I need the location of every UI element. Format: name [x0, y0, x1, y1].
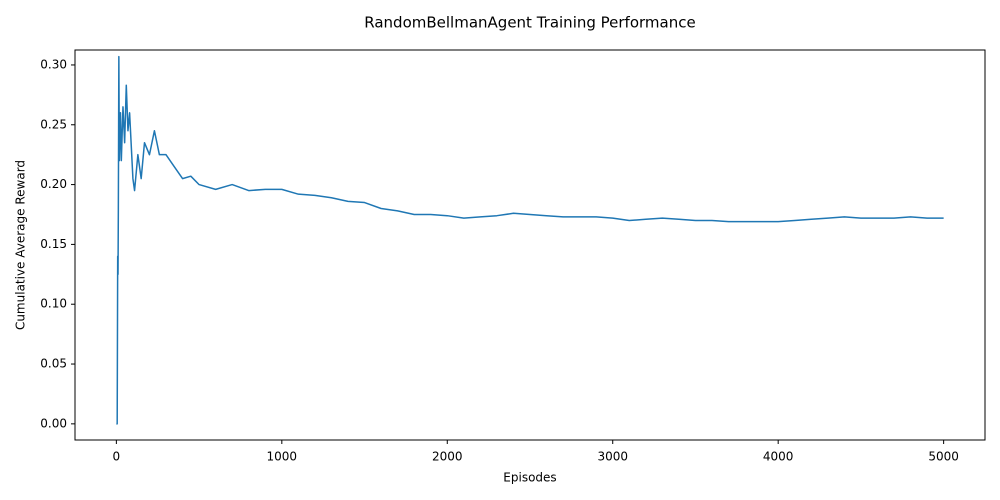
x-tick-label: 3000	[597, 450, 628, 464]
line	[116, 55, 944, 425]
x-tick-label: 5000	[928, 450, 959, 464]
plot-frame	[74, 49, 986, 441]
y-tick-label: 0.00	[40, 416, 67, 430]
y-tick-label: 0.30	[40, 57, 67, 71]
y-axis-label: Cumulative Average Reward	[14, 160, 28, 330]
x-tick-label: 0	[113, 450, 121, 464]
y-tick-label: 0.15	[40, 237, 67, 251]
y-tick-label: 0.25	[40, 117, 67, 131]
chart-title: RandomBellmanAgent Training Performance	[364, 14, 695, 32]
y-tick-label: 0.20	[40, 177, 67, 191]
x-tick-label: 1000	[267, 450, 298, 464]
x-tick-label: 2000	[432, 450, 463, 464]
x-axis-label: Episodes	[503, 471, 556, 485]
y-tick-label: 0.10	[40, 297, 67, 311]
y-tick-label: 0.05	[40, 357, 67, 371]
x-tick-label: 4000	[763, 450, 794, 464]
